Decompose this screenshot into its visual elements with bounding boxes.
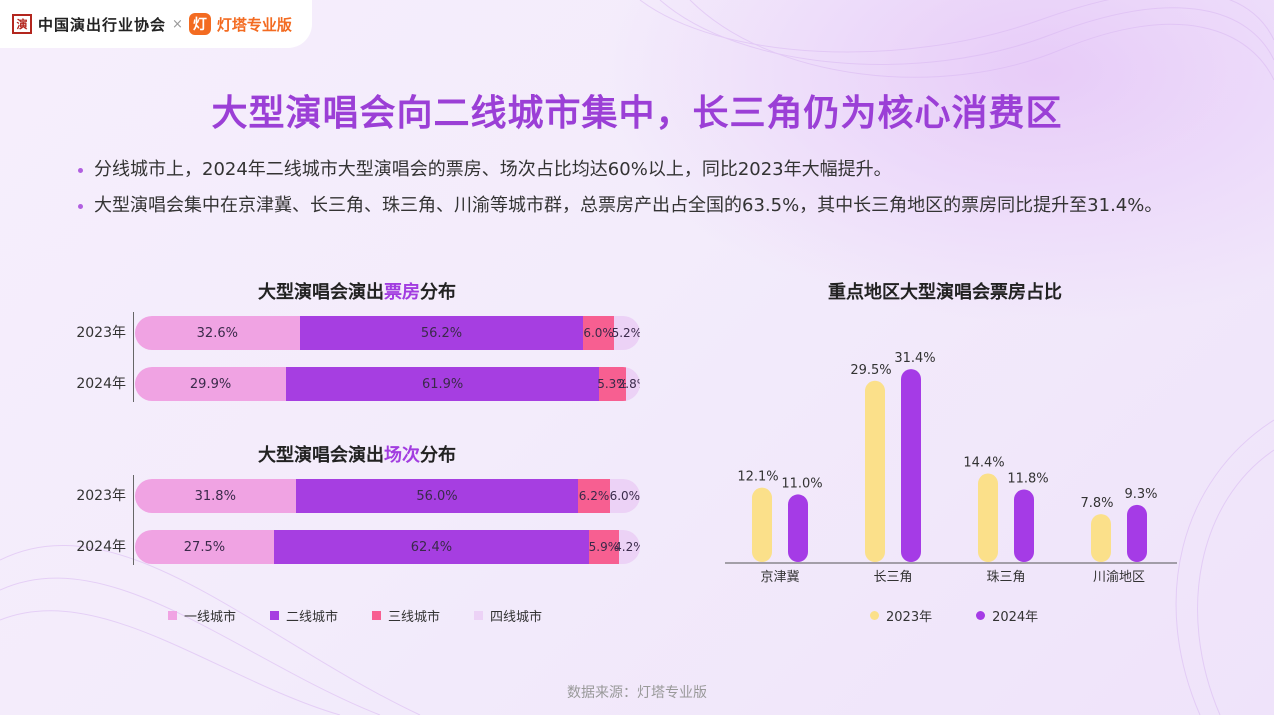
legend-swatch (372, 611, 382, 620)
x-tick-label: 京津冀 (760, 569, 799, 585)
category-label: 2024年 (76, 539, 126, 555)
region-bar-chart: 12.1% 11.0% 京津冀 29.5%31.4% 长三角 14.4%11.8% 珠三角 7… (725, 351, 1177, 585)
org-seal-icon: 演 (12, 14, 32, 34)
legend-item: 三线城市 (372, 606, 440, 625)
title-part: 大型演唱会演出 (258, 445, 384, 466)
bar-row: 2024年 27.5%62.4%5.9%4.2% (70, 530, 670, 564)
bar-segment: 5.3% (597, 367, 628, 401)
data-label: 9.3% (1124, 487, 1157, 502)
data-label: 11.0% (781, 476, 822, 491)
x-tick-label: 川渝地区 (1093, 569, 1145, 585)
legend-label: 四线城市 (490, 610, 543, 625)
boxoffice-chart-title: 大型演唱会演出票房分布 (258, 278, 456, 304)
category-label: 2023年 (76, 325, 126, 341)
stacked-bar: 27.5%62.4%5.9%4.2% (135, 530, 640, 564)
title-part: 大型演唱会演出 (258, 282, 384, 303)
bullet-text: 分线城市上，2024年二线城市大型演唱会的票房、场次占比均达60%以上，同比20… (94, 159, 892, 180)
title-part: 分布 (420, 282, 456, 303)
data-label: 7.8% (1080, 496, 1113, 511)
legend-swatch (474, 611, 484, 620)
legend-item: 2024年 (976, 606, 1038, 625)
header-logo-bar: 演 中国演出行业协会 × 灯 灯塔专业版 (0, 0, 312, 48)
bar-row: 2023年 32.6% 56.2% 6.0% 5.2% (70, 316, 670, 350)
bar-2024年 (788, 494, 808, 562)
y-axis-line (133, 312, 134, 402)
data-label: 14.4% (963, 456, 1004, 471)
title-highlight: 场次 (384, 445, 420, 466)
bar-segment: 31.8% (135, 479, 296, 513)
page-title: 大型演唱会向二线城市集中，长三角仍为核心消费区 (211, 93, 1063, 134)
summary-bullets: 分线城市上，2024年二线城市大型演唱会的票房、场次占比均达60%以上，同比20… (78, 156, 1188, 228)
tier-legend: 一线城市 二线城市 三线城市 四线城市 (168, 606, 542, 625)
data-label: 31.4% (894, 351, 935, 366)
data-label: 12.1% (737, 470, 778, 485)
y-axis-line (133, 475, 134, 565)
bar-segment: 5.2% (612, 316, 640, 350)
stacked-bar: 32.6% 56.2% 6.0% 5.2% (135, 316, 640, 350)
bar-2023年 (865, 380, 885, 562)
legend-swatch (976, 611, 986, 620)
stacked-bar: 29.9%61.9%5.3%2.8% (135, 367, 640, 401)
bar-segment: 62.4% (273, 530, 589, 564)
bar-segment: 27.5% (135, 530, 274, 564)
legend-label: 2023年 (886, 610, 933, 625)
stacked-bar: 31.8% 56.0% 6.2% 6.0% (135, 479, 640, 513)
bullet-item: 分线城市上，2024年二线城市大型演唱会的票房、场次占比均达60%以上，同比20… (78, 156, 1188, 184)
bullet-dot-icon (78, 168, 83, 173)
category-label: 2024年 (76, 376, 126, 392)
bar-segment: 6.2% (578, 479, 610, 513)
bar-2023年 (1091, 514, 1111, 562)
bar-segment: 56.2% (299, 316, 584, 350)
bar-segment: 4.2% (614, 530, 640, 564)
bar-2023年 (978, 473, 998, 562)
title-part: 分布 (420, 445, 456, 466)
legend-label: 三线城市 (388, 610, 441, 625)
lighthouse-logo-icon: 灯 (188, 13, 211, 35)
partner-name: 灯塔专业版 (216, 15, 292, 34)
data-label: 29.5% (850, 363, 891, 378)
bar-2024年 (1014, 489, 1034, 562)
bullet-dot-icon (78, 204, 83, 209)
legend-item: 二线城市 (270, 606, 338, 625)
category-label: 2023年 (76, 488, 126, 504)
bar-segment: 5.9% (589, 530, 619, 564)
legend-label: 二线城市 (286, 610, 339, 625)
title-highlight: 票房 (384, 282, 420, 303)
legend-item: 一线城市 (168, 606, 236, 625)
shows-chart-title: 大型演唱会演出场次分布 (258, 441, 456, 467)
region-chart-title: 重点地区大型演唱会票房占比 (828, 282, 1062, 303)
bullet-text: 大型演唱会集中在京津冀、长三角、珠三角、川渝等城市群，总票房产出占全国的63.5… (94, 195, 1163, 216)
legend-label: 一线城市 (184, 610, 237, 625)
data-source: 数据来源：灯塔专业版 (567, 685, 707, 701)
data-label: 11.8% (1007, 472, 1048, 487)
legend-item: 四线城市 (474, 606, 542, 625)
bar-row: 2024年 29.9%61.9%5.3%2.8% (70, 367, 670, 401)
legend-swatch (270, 611, 280, 620)
bar-segment: 2.8% (618, 367, 640, 401)
bar-2024年 (901, 369, 921, 562)
x-tick-label: 珠三角 (986, 570, 1025, 585)
legend-swatch (168, 611, 177, 620)
bar-segment: 56.0% (295, 479, 579, 513)
bar-segment: 32.6% (135, 316, 300, 350)
bar-segment: 29.9% (135, 367, 287, 401)
org-name: 中国演出行业协会 (38, 15, 167, 34)
year-legend: 2023年 2024年 (870, 606, 1038, 625)
legend-item: 2023年 (870, 606, 932, 625)
legend-label: 2024年 (992, 610, 1039, 625)
bar-segment: 6.0% (583, 316, 614, 350)
bar-2023年 (752, 487, 772, 562)
bar-segment: 6.0% (610, 479, 640, 513)
x-tick-label: 长三角 (873, 570, 912, 585)
legend-swatch (870, 611, 879, 620)
boxoffice-stacked-chart: 2023年 32.6% 56.2% 6.0% 5.2% 2024年 29.9% 61.9% 5.… (70, 312, 670, 406)
logo-separator: × (172, 16, 183, 32)
bar-2024年 (1127, 504, 1147, 562)
bullet-item: 大型演唱会集中在京津冀、长三角、珠三角、川渝等城市群，总票房产出占全国的63.5… (78, 192, 1188, 220)
shows-stacked-chart: 2023年 31.8% 56.0% 6.2% 6.0% 2024年 27.5% 62.4% 5.… (70, 475, 670, 569)
bar-segment: 61.9% (286, 367, 600, 401)
bar-row: 2023年 31.8% 56.0% 6.2% 6.0% (70, 479, 670, 513)
